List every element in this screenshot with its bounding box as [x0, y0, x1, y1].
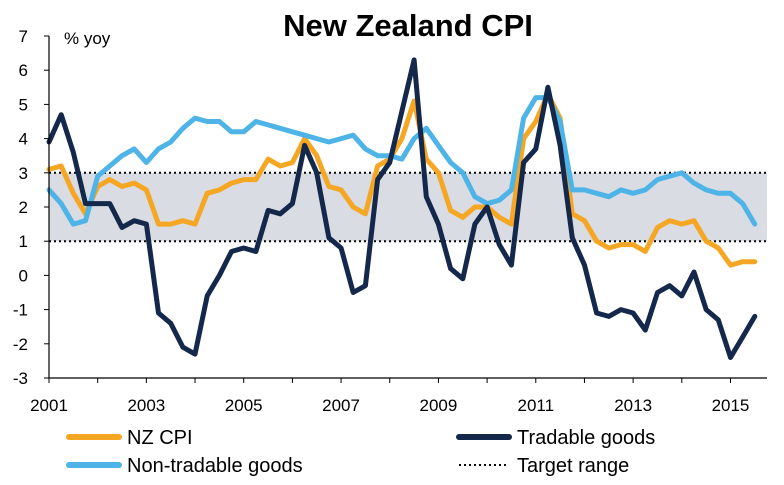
legend-label-tradable: Tradable goods	[517, 427, 655, 449]
y-tick-label: 2	[19, 198, 28, 217]
y-tick-label: 4	[19, 130, 28, 149]
y-tick-label: -2	[13, 335, 28, 354]
x-tick-label: 2001	[30, 396, 68, 415]
series-line-nz-cpi	[46, 91, 758, 268]
legend: NZ CPI Tradable goods Non-tradable goods Ta…	[66, 427, 655, 477]
legend-label-nz-cpi: NZ CPI	[127, 427, 193, 449]
axes	[48, 36, 767, 379]
legend-label-target: Target range	[517, 455, 629, 477]
x-tick-label: 2015	[712, 396, 750, 415]
x-tick-label: 2007	[322, 396, 360, 415]
series-line-tradable	[46, 57, 758, 360]
x-tick-label: 2005	[225, 396, 263, 415]
series-line-nontradable	[46, 95, 758, 227]
y-tick-label: 6	[19, 61, 28, 80]
target-band-layer	[49, 171, 767, 243]
target-band	[49, 172, 767, 242]
legend-label-nontradable: Non-tradable goods	[127, 455, 303, 477]
x-axis-ticks: 2001 2003 2005 2007 2009 2011 2013 2015	[30, 378, 749, 415]
y-tick-label: 5	[19, 95, 28, 114]
y-axis-ticks: 7 6 5 4 3 2 1 0 -1 -2 -3	[13, 27, 49, 388]
y-axis-unit-label: % yoy	[64, 29, 111, 48]
y-tick-label: 3	[19, 164, 28, 183]
series-lines	[46, 57, 758, 360]
x-tick-label: 2011	[517, 396, 554, 415]
x-tick-label: 2013	[614, 396, 652, 415]
y-tick-label: 0	[19, 266, 28, 285]
x-tick-label: 2003	[127, 396, 165, 415]
y-tick-label: 1	[19, 232, 28, 251]
y-tick-label: -3	[13, 369, 28, 388]
chart-title: New Zealand CPI	[283, 8, 533, 43]
x-tick-label: 2009	[420, 396, 458, 415]
y-tick-label: 7	[19, 27, 28, 46]
y-tick-label: -1	[13, 301, 28, 320]
